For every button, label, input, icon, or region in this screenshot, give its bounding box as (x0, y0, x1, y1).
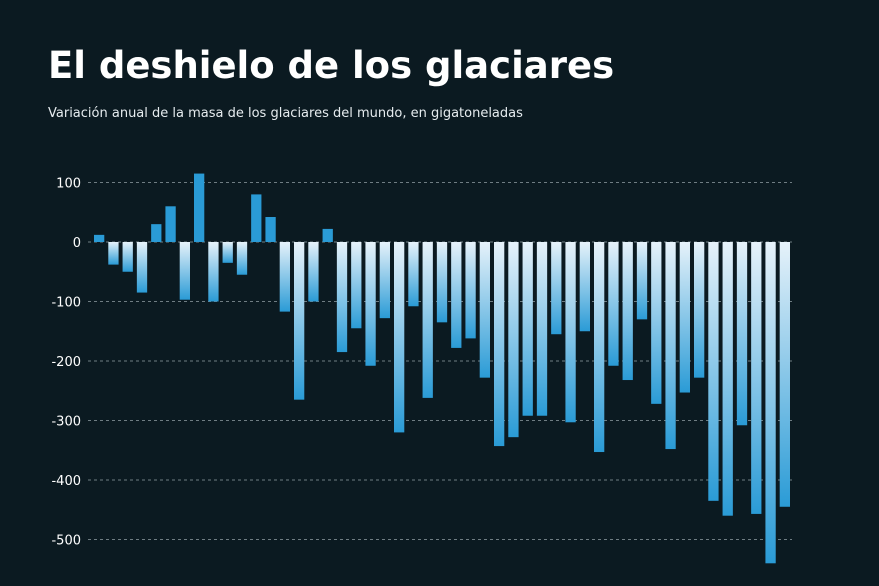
bar (636, 242, 648, 320)
bar (608, 242, 619, 366)
bar (351, 242, 362, 329)
y-tick-label: -400 (51, 474, 81, 489)
bar (579, 242, 590, 332)
bar (236, 242, 248, 275)
bar (394, 242, 405, 433)
bar (694, 242, 705, 378)
bar (94, 234, 105, 242)
bar (594, 242, 605, 453)
bar (194, 173, 205, 242)
bar (136, 242, 148, 293)
bar (408, 242, 419, 307)
bar (651, 242, 662, 404)
y-tick-label: -100 (51, 296, 81, 311)
y-tick-label: -200 (51, 355, 81, 370)
bar (736, 242, 748, 426)
bar (779, 242, 790, 507)
bar (522, 242, 533, 416)
bar (336, 242, 348, 353)
bar (451, 242, 462, 348)
y-axis-ticks: 100 0 -100 -200 -300 -400 -500 (51, 177, 81, 549)
y-tick-label: 100 (56, 177, 81, 192)
bar (465, 242, 476, 339)
bar (479, 242, 490, 378)
bar (279, 242, 290, 312)
page-title: El deshielo de los glaciares (48, 44, 615, 87)
bar (251, 194, 262, 242)
bar (722, 242, 733, 516)
bar (122, 242, 133, 272)
bar (108, 242, 119, 265)
y-tick-label: 0 (73, 236, 81, 251)
bar (436, 242, 448, 323)
bar (265, 217, 276, 242)
page-subtitle: Variación anual de la masa de los glacia… (48, 106, 523, 121)
bar (494, 242, 505, 447)
bar (365, 242, 376, 366)
bar (151, 224, 162, 242)
bar (536, 242, 548, 416)
bar (322, 228, 333, 242)
bar (308, 242, 319, 302)
bar (294, 242, 305, 400)
bar (551, 242, 562, 335)
bar (708, 242, 719, 501)
bar (565, 242, 576, 423)
y-tick-label: -300 (51, 415, 81, 430)
bar (508, 242, 519, 438)
bars (94, 173, 790, 564)
bar (379, 242, 390, 319)
bar (751, 242, 762, 514)
bar (222, 242, 233, 263)
bar (422, 242, 433, 398)
y-tick-label: -500 (51, 534, 81, 549)
bar (679, 242, 690, 393)
bar (165, 206, 176, 242)
bar (665, 242, 676, 450)
bar (765, 242, 776, 564)
bar (622, 242, 633, 381)
bar (208, 242, 219, 302)
bar (179, 242, 190, 300)
